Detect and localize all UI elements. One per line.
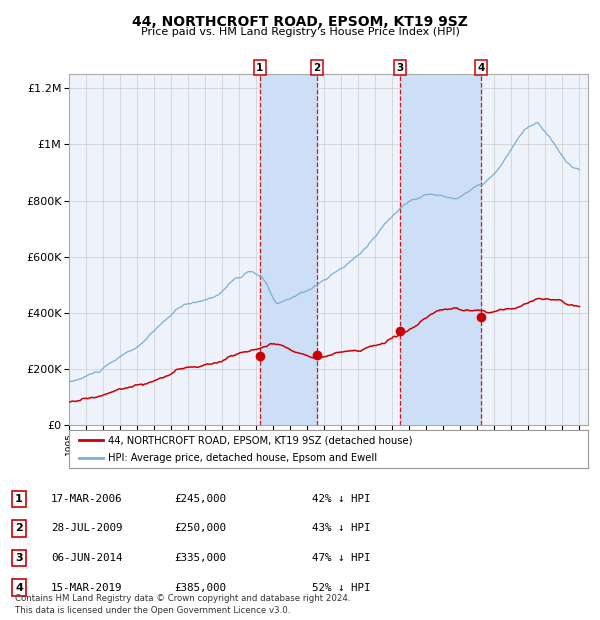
Text: 1: 1: [15, 494, 23, 504]
Text: 4: 4: [477, 63, 485, 73]
Bar: [260, 74, 317, 425]
Text: Contains HM Land Registry data © Crown copyright and database right 2024.
This d: Contains HM Land Registry data © Crown c…: [15, 594, 350, 615]
Text: 52% ↓ HPI: 52% ↓ HPI: [312, 583, 371, 593]
Text: 2: 2: [15, 523, 23, 533]
Text: 06-JUN-2014: 06-JUN-2014: [51, 553, 122, 563]
Text: HPI: Average price, detached house, Epsom and Ewell: HPI: Average price, detached house, Epso…: [108, 453, 377, 464]
Text: 28-JUL-2009: 28-JUL-2009: [51, 523, 122, 533]
Text: 3: 3: [396, 63, 403, 73]
Text: £245,000: £245,000: [174, 494, 226, 504]
Bar: [400, 74, 481, 425]
Text: 2: 2: [313, 63, 320, 73]
Text: 1: 1: [256, 63, 263, 73]
Text: 15-MAR-2019: 15-MAR-2019: [51, 583, 122, 593]
Text: £385,000: £385,000: [174, 583, 226, 593]
Text: 47% ↓ HPI: 47% ↓ HPI: [312, 553, 371, 563]
Text: 17-MAR-2006: 17-MAR-2006: [51, 494, 122, 504]
Text: 44, NORTHCROFT ROAD, EPSOM, KT19 9SZ (detached house): 44, NORTHCROFT ROAD, EPSOM, KT19 9SZ (de…: [108, 435, 412, 445]
Text: 44, NORTHCROFT ROAD, EPSOM, KT19 9SZ: 44, NORTHCROFT ROAD, EPSOM, KT19 9SZ: [132, 16, 468, 30]
Text: 42% ↓ HPI: 42% ↓ HPI: [312, 494, 371, 504]
Text: £250,000: £250,000: [174, 523, 226, 533]
Text: 4: 4: [15, 583, 23, 593]
Text: 43% ↓ HPI: 43% ↓ HPI: [312, 523, 371, 533]
Text: Price paid vs. HM Land Registry's House Price Index (HPI): Price paid vs. HM Land Registry's House …: [140, 27, 460, 37]
Text: 3: 3: [15, 553, 23, 563]
Text: £335,000: £335,000: [174, 553, 226, 563]
